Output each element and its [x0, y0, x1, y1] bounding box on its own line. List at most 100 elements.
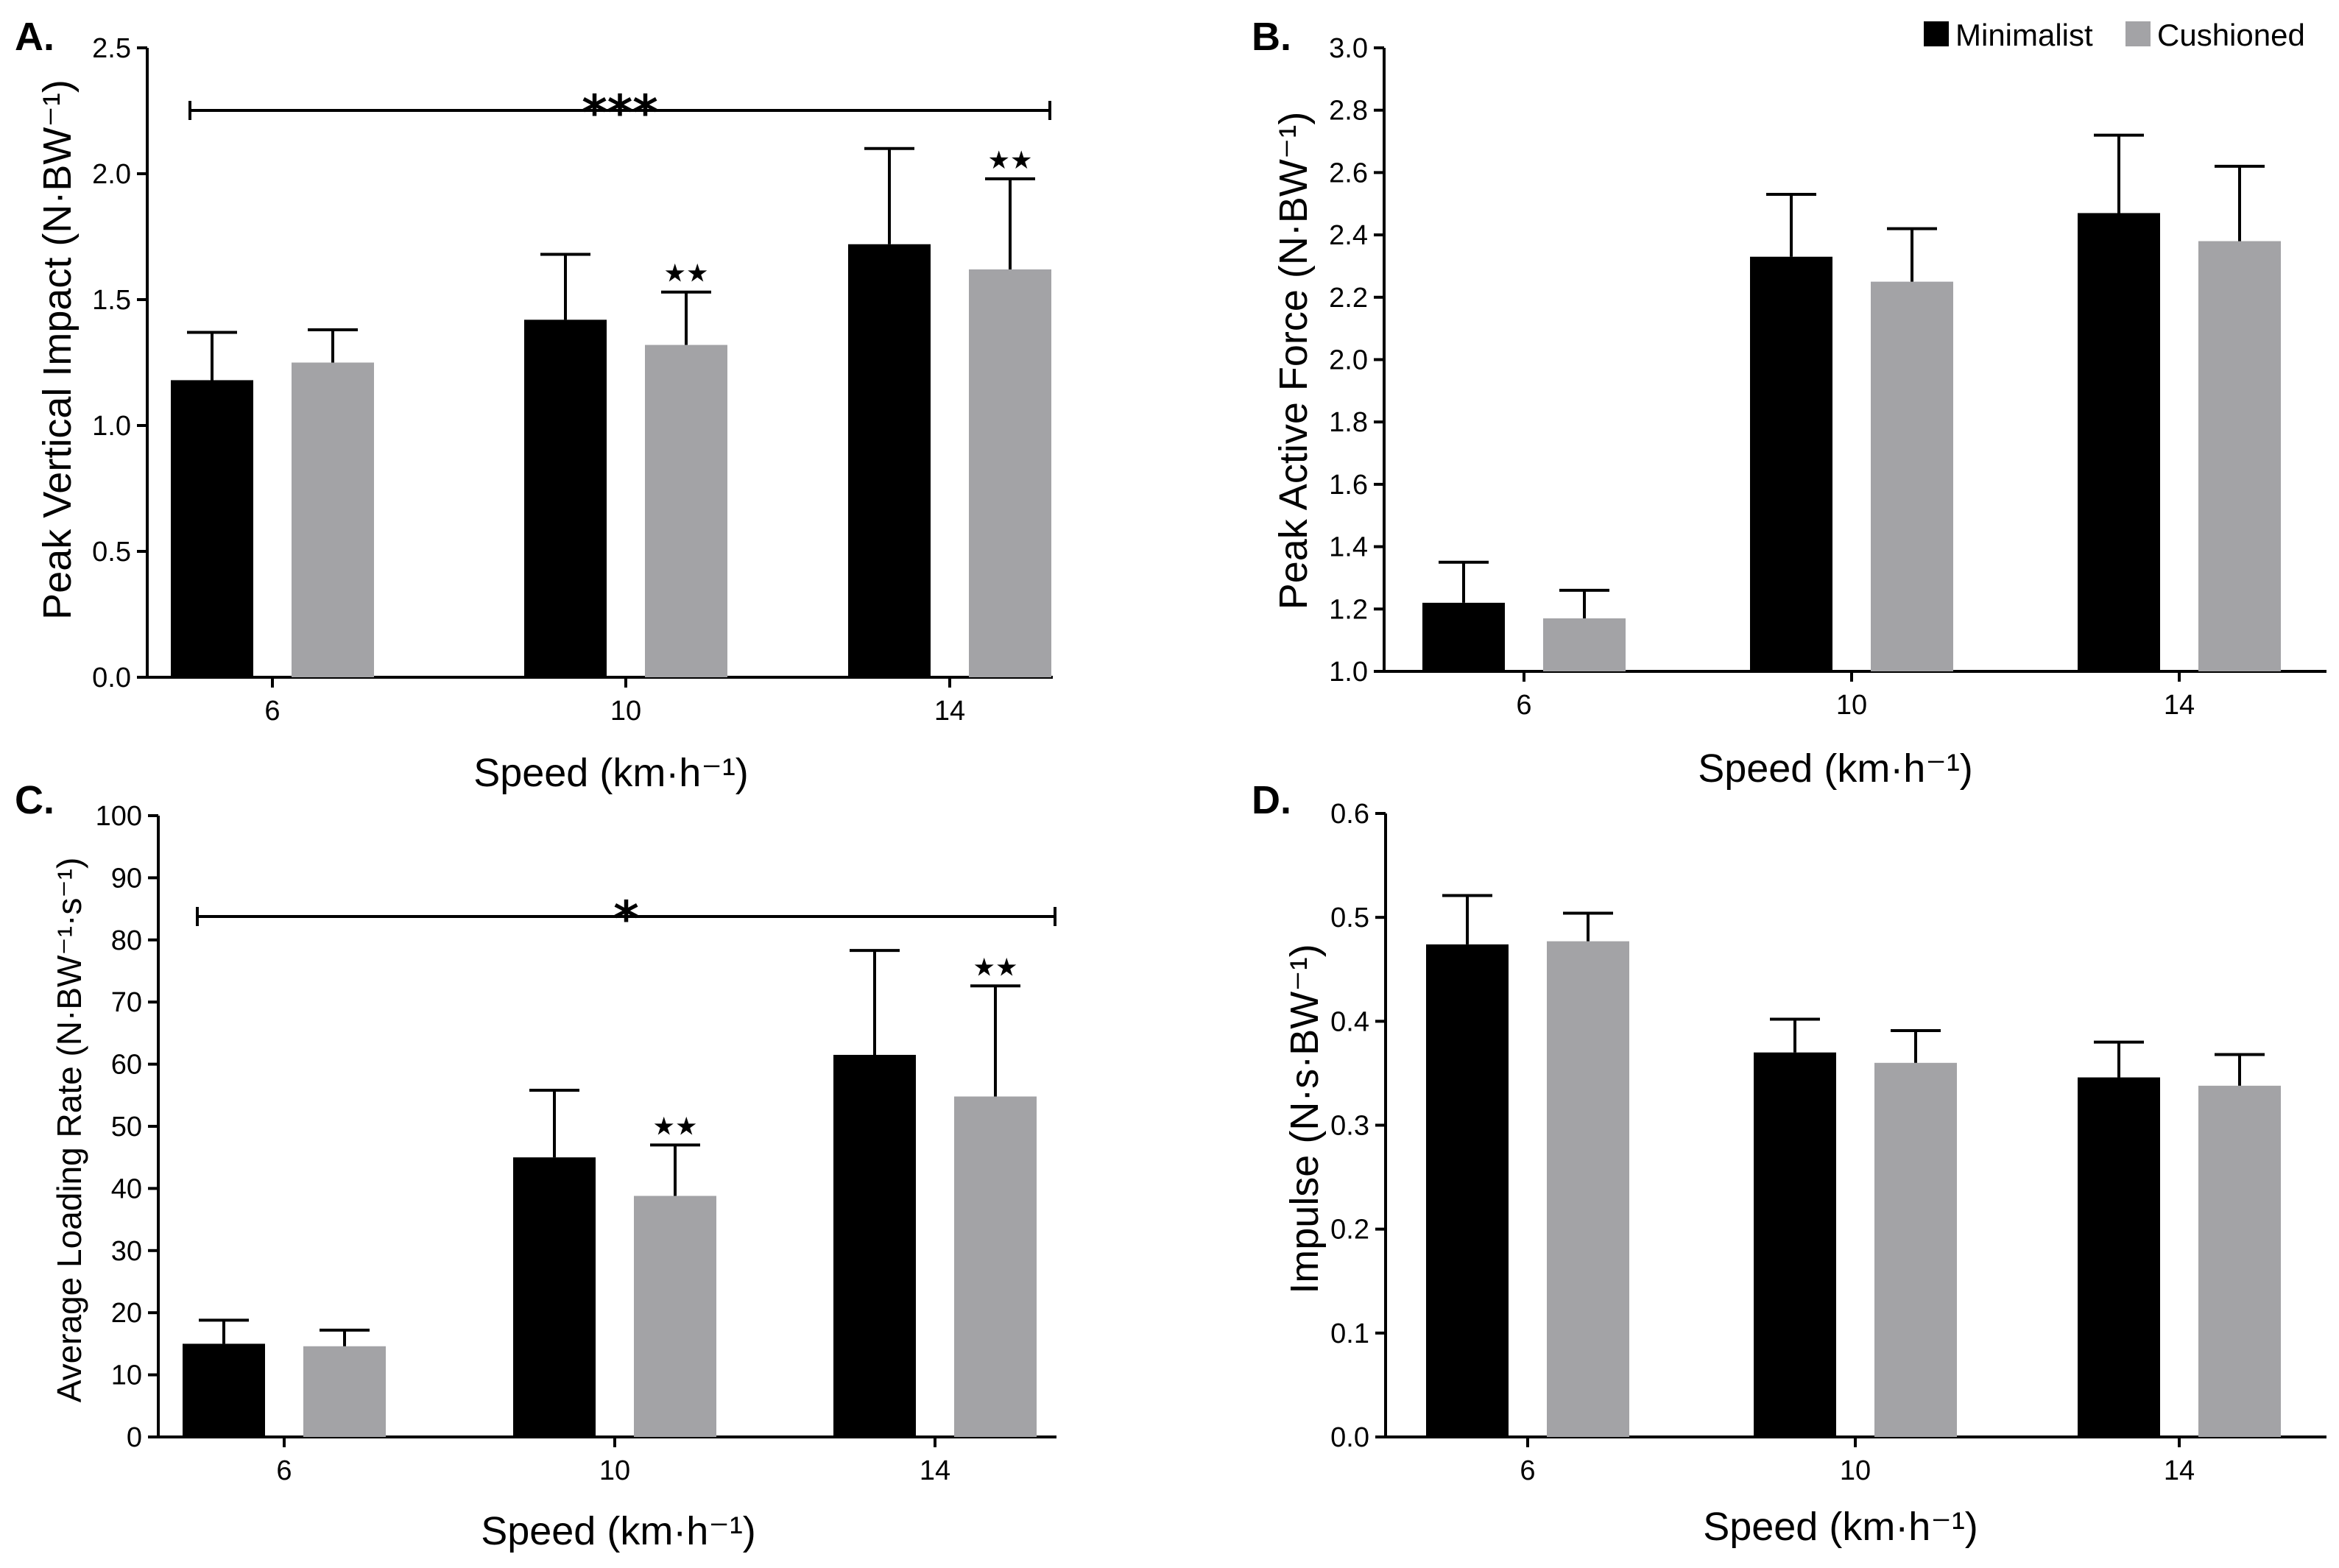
panel-d-x-tick-label: 10: [1840, 1455, 1871, 1486]
panel-a-y-tick-label: 1.0: [92, 411, 131, 442]
panel-c-y-tick-label: 90: [111, 863, 142, 894]
panel-d-bar-cushioned-10: [1874, 1062, 1957, 1437]
panel-b-x-tick-label: 6: [1516, 690, 1531, 721]
panel-d: D. Impulse (N·s·BW⁻¹) Speed (km·h⁻¹) 0.0…: [1252, 778, 2326, 1549]
panel-a-x-tick-label: 10: [610, 696, 641, 727]
panel-a-bar-minimalist-6: [171, 380, 253, 677]
panel-c-letter: C.: [15, 778, 54, 822]
panel-b-bar-cushioned-14: [2198, 241, 2281, 671]
panel-d-y-tick-label: 0.3: [1330, 1111, 1369, 1142]
panel-a-y-tick-label: 1.5: [92, 285, 131, 316]
panel-c-y-tick-label: 20: [111, 1298, 142, 1329]
panel-d-y-tick-label: 0.4: [1330, 1006, 1369, 1037]
panel-a-bar-cushioned-14: [969, 269, 1051, 678]
panel-d-bar-cushioned-14: [2198, 1085, 2281, 1437]
panel-c-x-tick-label: 10: [599, 1455, 630, 1486]
panel-b-y-tick-label: 1.4: [1329, 532, 1368, 563]
panel-c-y-tick-label: 0: [127, 1422, 142, 1453]
panel-c-y-tick-label: 10: [111, 1360, 142, 1391]
panel-b-y-tick-label: 2.6: [1329, 158, 1368, 188]
panel-b-y-tick-label: 2.4: [1329, 220, 1368, 251]
panel-a-y-axis-label: Peak Vertical Impact (N·BW⁻¹): [35, 80, 80, 620]
panel-a-significance-label: ***: [582, 85, 658, 141]
panel-a-bar-minimalist-10: [524, 319, 607, 677]
panel-b-y-tick-label: 2.2: [1329, 283, 1368, 314]
panel-c-y-axis-title: Average Loading Rate (N·BW⁻¹·s⁻¹): [50, 858, 88, 1403]
panel-c-x-tick-label: 6: [276, 1455, 292, 1486]
panel-b-y-tick-label: 1.0: [1329, 657, 1368, 688]
panel-d-bar-minimalist-6: [1426, 944, 1509, 1437]
svg-text:Average Loading Rate (N·BW⁻¹·s: Average Loading Rate (N·BW⁻¹·s⁻¹): [50, 858, 88, 1403]
panel-b-y-tick-label: 3.0: [1329, 33, 1368, 64]
panel-c-y-tick-label: 50: [111, 1112, 142, 1143]
panel-b-y-tick-label: 1.6: [1329, 470, 1368, 501]
panel-b-bar-cushioned-10: [1871, 281, 1953, 671]
panel-d-x-tick-label: 6: [1520, 1455, 1535, 1486]
panel-d-letter: D.: [1252, 778, 1291, 822]
panel-a-y-tick-label: 0.5: [92, 537, 131, 568]
panel-c-y-tick-label: 40: [111, 1173, 142, 1204]
panel-c-bar-cushioned-14: [954, 1096, 1037, 1437]
panel-a-letter: A.: [15, 15, 54, 59]
panel-d-x-axis-label: Speed (km·h⁻¹): [1703, 1505, 1978, 1549]
legend-label-minimalist: Minimalist: [1955, 18, 2093, 52]
panel-b-bar-minimalist-6: [1422, 602, 1505, 671]
panel-b-y-tick-label: 1.8: [1329, 407, 1368, 438]
panel-b-x-axis-label: Speed (km·h⁻¹): [1698, 746, 1973, 791]
panel-c-y-tick-label: 30: [111, 1236, 142, 1267]
panel-a-x-tick-label: 6: [264, 696, 280, 727]
panel-c-star-annotation-10: ★★: [653, 1112, 698, 1141]
svg-text:Impulse (N·s·BW⁻¹): Impulse (N·s·BW⁻¹): [1283, 944, 1327, 1293]
panel-d-y-tick-label: 0.0: [1330, 1422, 1369, 1453]
panel-c-y-tick-label: 80: [111, 925, 142, 956]
panel-a-y-tick-label: 2.0: [92, 159, 131, 190]
panel-c: C. Average Loading Rate (N·BW⁻¹·s⁻¹) Spe…: [15, 778, 1056, 1553]
legend: Minimalist Cushioned: [1924, 18, 2305, 52]
panel-c-y-axis-label: Average Loading Rate (N·BW⁻¹·s⁻¹): [50, 858, 88, 1403]
panel-c-y-tick-label: 100: [96, 801, 142, 832]
panel-d-y-tick-label: 0.2: [1330, 1215, 1369, 1246]
panel-a-y-tick-label: 0.0: [92, 663, 131, 693]
panel-a: A. Peak Vertical Impact (N·BW⁻¹) Speed (…: [15, 15, 1053, 795]
panel-a-bar-cushioned-10: [645, 345, 727, 677]
legend-swatch-minimalist: [1924, 21, 1949, 46]
panel-c-bar-cushioned-10: [634, 1196, 716, 1437]
panel-b: B. Peak Active Force (N·BW⁻¹) Speed (km·…: [1252, 15, 2326, 791]
panel-c-y-tick-label: 60: [111, 1050, 142, 1081]
panel-c-x-tick-label: 14: [920, 1455, 950, 1486]
legend-swatch-cushioned: [2125, 21, 2151, 46]
svg-text:Peak Vertical Impact (N·BW⁻¹): Peak Vertical Impact (N·BW⁻¹): [35, 80, 80, 620]
panel-d-x-tick-label: 14: [2164, 1455, 2195, 1486]
panel-b-y-tick-label: 2.8: [1329, 96, 1368, 127]
panel-b-letter: B.: [1252, 15, 1291, 59]
panel-d-bar-cushioned-6: [1547, 941, 1629, 1437]
panel-d-y-tick-label: 0.5: [1330, 903, 1369, 933]
panel-a-bar-cushioned-6: [292, 362, 374, 677]
svg-text:Peak Active Force (N·BW⁻¹): Peak Active Force (N·BW⁻¹): [1271, 112, 1316, 610]
panel-a-star-annotation-14: ★★: [988, 146, 1033, 175]
panel-b-bar-cushioned-6: [1543, 618, 1626, 671]
panel-b-bar-minimalist-14: [2078, 213, 2160, 672]
panel-d-bar-minimalist-14: [2078, 1077, 2160, 1437]
panel-b-y-tick-label: 2.0: [1329, 345, 1368, 376]
panel-b-bar-minimalist-10: [1750, 256, 1832, 671]
panel-d-y-tick-label: 0.1: [1330, 1318, 1369, 1349]
panel-b-y-axis-title: Peak Active Force (N·BW⁻¹): [1271, 112, 1316, 610]
panel-c-bar-minimalist-14: [833, 1054, 916, 1437]
panel-a-y-axis-title: Peak Vertical Impact (N·BW⁻¹): [35, 80, 80, 620]
panel-b-y-axis-label: Peak Active Force (N·BW⁻¹): [1271, 112, 1316, 610]
panel-b-x-tick-label: 14: [2164, 690, 2195, 721]
panel-d-y-tick-label: 0.6: [1330, 799, 1369, 830]
legend-label-cushioned: Cushioned: [2157, 18, 2305, 52]
panel-c-y-tick-label: 70: [111, 987, 142, 1018]
panel-c-bar-cushioned-6: [303, 1346, 386, 1437]
panel-a-star-annotation-10: ★★: [664, 259, 709, 289]
panel-a-bar-minimalist-14: [848, 244, 931, 677]
panel-a-x-axis-label: Speed (km·h⁻¹): [473, 751, 749, 795]
panel-a-x-tick-label: 14: [934, 696, 965, 727]
panel-c-bar-minimalist-6: [183, 1343, 265, 1437]
panel-b-x-tick-label: 10: [1836, 690, 1867, 721]
panel-a-y-tick-label: 2.5: [92, 33, 131, 64]
panel-d-y-axis-label: Impulse (N·s·BW⁻¹): [1283, 944, 1327, 1293]
